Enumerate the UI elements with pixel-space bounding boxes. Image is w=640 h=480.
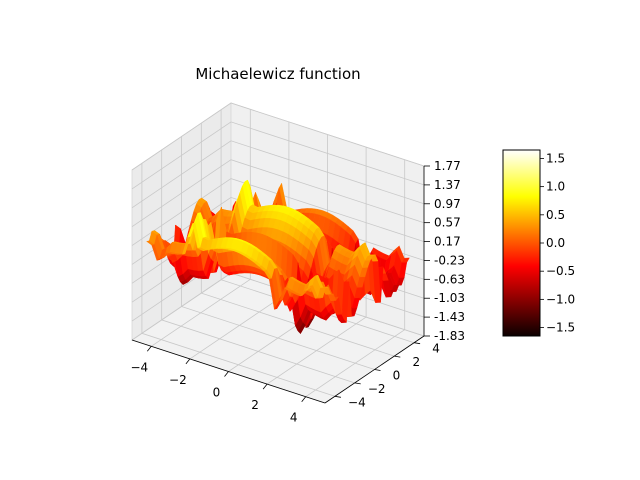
colorbar-tick-label: −0.5 — [546, 264, 575, 278]
colorbar-tick-label: 1.0 — [546, 180, 565, 194]
colorbar-gradient — [502, 149, 541, 337]
y-tick-label: 4 — [432, 342, 440, 356]
colorbar-tick-label: −1.5 — [546, 321, 575, 335]
y-tick-label: −2 — [368, 382, 386, 396]
y-tick-label: −4 — [348, 395, 366, 409]
y-axis-ticks: −4−2 024 — [334, 342, 440, 409]
z-tick-label: -1.83 — [434, 329, 465, 343]
x-tick-label: 4 — [290, 411, 298, 425]
z-tick-label: 1.77 — [434, 159, 461, 173]
y-tick-mark — [414, 342, 421, 345]
colorbar-tick-label: 0.5 — [546, 208, 565, 222]
x-tick-mark — [185, 358, 191, 365]
z-tick-label: -0.63 — [434, 272, 465, 286]
x-tick-label: 0 — [213, 386, 221, 400]
z-gridline — [131, 102, 425, 171]
z-tick-label: -0.23 — [434, 253, 465, 267]
z-tick-label: 0.57 — [434, 216, 461, 230]
axes-grid — [131, 102, 425, 398]
colorbar-tick-label: −1.0 — [546, 292, 575, 306]
y-tick-label: 2 — [412, 355, 420, 369]
y-tick-mark — [394, 355, 401, 358]
z-gridline — [131, 178, 425, 246]
z-tick-label: -1.43 — [434, 310, 465, 324]
z-tick-label: 1.37 — [434, 178, 461, 192]
z-gridline — [131, 140, 425, 209]
x-tick-label: −2 — [169, 373, 187, 387]
y-tick-mark — [354, 382, 361, 385]
x-tick-mark — [224, 371, 229, 377]
colorbar-tick-label: 0.0 — [546, 236, 565, 250]
x-tick-label: −4 — [130, 360, 148, 374]
y-tick-label: 0 — [393, 369, 401, 383]
x-axis-ticks: −4 −2 0 2 4 — [130, 346, 307, 425]
x-tick-label: 2 — [251, 398, 259, 412]
y-tick-mark — [334, 395, 341, 398]
colorbar-tick-label: 1.5 — [546, 151, 565, 165]
surface-plot — [146, 179, 410, 335]
x-tick-mark — [301, 396, 307, 402]
x-tick-mark — [146, 346, 152, 352]
z-tick-label: 0.17 — [434, 235, 461, 249]
z-axis-ticks: -1.83 -1.43 -1.03 -0.63 -0.23 0.17 0.57 0.97 1.3… — [424, 159, 465, 343]
chart-title: Michaelewicz function — [195, 65, 360, 83]
z-tick-label: 0.97 — [434, 197, 461, 211]
z-gridline — [131, 121, 425, 190]
z-gridline — [131, 159, 425, 228]
z-tick-label: -1.03 — [434, 291, 465, 305]
colorbar-ticks: −1.5 −1.0 −0.5 0.0 0.5 1.0 1.5 — [540, 151, 575, 335]
x-tick-mark — [262, 383, 268, 390]
colorbar: −1.5 −1.0 −0.5 0.0 0.5 1.0 1.5 — [502, 149, 575, 337]
y-tick-mark — [374, 369, 381, 371]
surface-patch — [315, 297, 323, 299]
